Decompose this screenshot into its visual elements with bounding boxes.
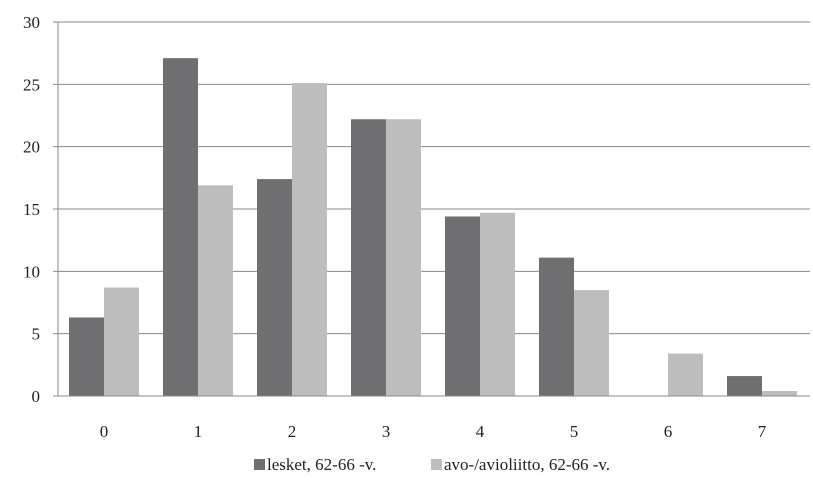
legend-swatch-series-2 <box>431 459 442 470</box>
bar-series-2-cat-0 <box>104 287 139 396</box>
axes <box>53 21 810 397</box>
bar-series-1-cat-2 <box>257 179 292 396</box>
y-tick-label: 30 <box>23 13 40 32</box>
legend: lesket, 62-66 -v. avo-/avioliitto, 62-66 … <box>254 455 610 474</box>
bar-series-2-cat-2 <box>292 83 327 396</box>
bar-series-2-cat-6 <box>668 353 703 396</box>
legend-label-series-2: avo-/avioliitto, 62-66 -v. <box>444 455 610 474</box>
y-tick-labels: 0 5 10 15 20 25 30 <box>23 13 40 406</box>
bar-series-1-cat-1 <box>163 58 198 397</box>
y-tick-label: 0 <box>32 387 41 406</box>
x-tick-label: 2 <box>288 422 297 441</box>
x-tick-labels: 0 1 2 3 4 5 6 7 <box>100 422 767 441</box>
y-tick-label: 25 <box>23 75 40 94</box>
y-tick-label: 15 <box>23 200 40 219</box>
y-tick-label: 10 <box>23 262 40 281</box>
x-tick-label: 1 <box>194 422 203 441</box>
x-tick-label: 6 <box>664 422 673 441</box>
bar-series-2-cat-7 <box>762 391 797 396</box>
bar-series-1-cat-4 <box>445 216 480 396</box>
x-tick-label: 0 <box>100 422 109 441</box>
bar-series-2-cat-1 <box>198 185 233 396</box>
y-tick-label: 5 <box>32 325 41 344</box>
bar-series-2-cat-3 <box>386 119 421 397</box>
y-tick-label: 20 <box>23 138 40 157</box>
legend-label-series-1: lesket, 62-66 -v. <box>267 455 376 474</box>
bar-series-1-cat-0 <box>69 317 104 396</box>
bar-series-1-cat-3 <box>351 119 386 397</box>
legend-swatch-series-1 <box>254 459 265 470</box>
bar-series-2-cat-5 <box>574 290 609 396</box>
x-tick-label: 3 <box>382 422 391 441</box>
bar-series-1-cat-5 <box>539 257 574 396</box>
x-tick-label: 4 <box>476 422 485 441</box>
bars <box>69 58 797 397</box>
bar-series-1-cat-7 <box>727 376 762 396</box>
x-tick-label: 5 <box>570 422 579 441</box>
bar-series-2-cat-4 <box>480 212 515 396</box>
x-tick-label: 7 <box>758 422 767 441</box>
